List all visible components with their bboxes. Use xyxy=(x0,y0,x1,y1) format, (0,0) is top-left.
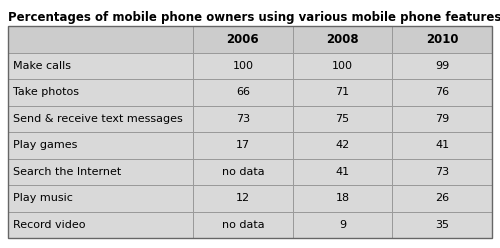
Text: 100: 100 xyxy=(332,61,353,71)
Bar xyxy=(392,132,492,158)
Text: Take photos: Take photos xyxy=(13,87,79,97)
Bar xyxy=(8,158,193,185)
Text: 2006: 2006 xyxy=(226,33,259,46)
Bar xyxy=(392,105,492,132)
Bar xyxy=(193,105,292,132)
Text: 73: 73 xyxy=(435,167,449,177)
Bar xyxy=(8,212,193,238)
Text: Send & receive text messages: Send & receive text messages xyxy=(13,114,183,124)
Bar xyxy=(193,26,292,53)
Text: 76: 76 xyxy=(435,87,449,97)
Text: 2008: 2008 xyxy=(326,33,359,46)
Bar xyxy=(8,105,193,132)
Bar xyxy=(8,185,193,212)
Bar xyxy=(8,26,492,238)
Bar xyxy=(8,132,193,158)
Bar xyxy=(292,158,392,185)
Bar xyxy=(292,185,392,212)
Bar xyxy=(193,185,292,212)
Text: 2010: 2010 xyxy=(426,33,458,46)
Bar xyxy=(392,212,492,238)
Text: 66: 66 xyxy=(236,87,250,97)
Text: 99: 99 xyxy=(435,61,450,71)
Text: 100: 100 xyxy=(232,61,254,71)
Bar xyxy=(292,132,392,158)
Text: Search the Internet: Search the Internet xyxy=(13,167,121,177)
Text: 75: 75 xyxy=(336,114,349,124)
Bar xyxy=(292,79,392,105)
Text: 17: 17 xyxy=(236,140,250,150)
Text: 71: 71 xyxy=(336,87,349,97)
Text: no data: no data xyxy=(222,220,264,230)
Text: 79: 79 xyxy=(435,114,450,124)
Bar xyxy=(193,212,292,238)
Text: 35: 35 xyxy=(435,220,449,230)
Text: 73: 73 xyxy=(236,114,250,124)
Bar xyxy=(292,212,392,238)
Bar xyxy=(8,26,193,53)
Bar xyxy=(392,53,492,79)
Text: Make calls: Make calls xyxy=(13,61,71,71)
Bar xyxy=(292,105,392,132)
Text: Percentages of mobile phone owners using various mobile phone features: Percentages of mobile phone owners using… xyxy=(8,11,500,24)
Text: 12: 12 xyxy=(236,193,250,203)
Bar xyxy=(392,185,492,212)
Bar xyxy=(292,53,392,79)
Bar xyxy=(392,26,492,53)
Text: 41: 41 xyxy=(435,140,449,150)
Text: Play music: Play music xyxy=(13,193,73,203)
Text: 26: 26 xyxy=(435,193,449,203)
Bar xyxy=(193,53,292,79)
Bar xyxy=(193,79,292,105)
Text: 42: 42 xyxy=(336,140,349,150)
Bar xyxy=(392,158,492,185)
Text: 41: 41 xyxy=(336,167,349,177)
Bar xyxy=(392,79,492,105)
Text: Play games: Play games xyxy=(13,140,78,150)
Bar xyxy=(8,53,193,79)
Bar xyxy=(193,132,292,158)
Text: 9: 9 xyxy=(339,220,346,230)
Bar xyxy=(193,158,292,185)
Text: no data: no data xyxy=(222,167,264,177)
Text: Record video: Record video xyxy=(13,220,86,230)
Bar xyxy=(8,79,193,105)
Bar xyxy=(292,26,392,53)
Text: 18: 18 xyxy=(336,193,349,203)
